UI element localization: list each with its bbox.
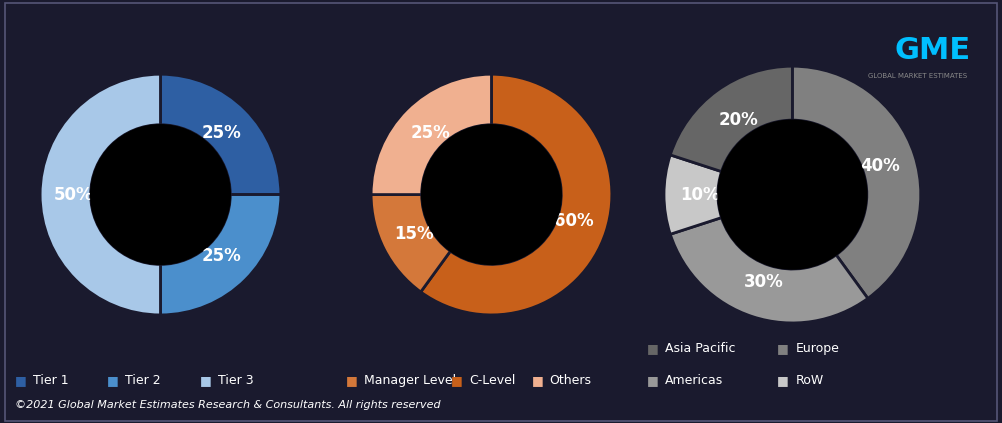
- Wedge shape: [371, 74, 491, 195]
- Text: 60%: 60%: [553, 212, 593, 231]
- Wedge shape: [420, 74, 611, 315]
- Text: ■: ■: [346, 374, 358, 387]
- Circle shape: [717, 120, 866, 269]
- Wedge shape: [669, 66, 792, 172]
- Text: Europe: Europe: [795, 343, 839, 355]
- Text: 20%: 20%: [717, 111, 758, 129]
- Text: Asia Pacific: Asia Pacific: [664, 343, 734, 355]
- Text: Tier 1: Tier 1: [33, 374, 69, 387]
- Text: GME: GME: [894, 36, 970, 65]
- Text: 25%: 25%: [201, 124, 241, 142]
- Text: ■: ■: [199, 374, 211, 387]
- Text: ■: ■: [15, 374, 27, 387]
- Text: ■: ■: [777, 343, 789, 355]
- Text: C-Level: C-Level: [469, 374, 515, 387]
- Text: Tier 2: Tier 2: [125, 374, 161, 387]
- Text: ■: ■: [777, 374, 789, 387]
- Wedge shape: [663, 155, 720, 234]
- Text: 10%: 10%: [679, 186, 719, 203]
- Text: ■: ■: [451, 374, 463, 387]
- Text: RoW: RoW: [795, 374, 823, 387]
- Text: 25%: 25%: [410, 124, 450, 142]
- Text: GLOBAL MARKET ESTIMATES: GLOBAL MARKET ESTIMATES: [868, 73, 966, 79]
- Text: Others: Others: [549, 374, 591, 387]
- Text: Tier 3: Tier 3: [217, 374, 254, 387]
- Text: ■: ■: [531, 374, 543, 387]
- Text: Americas: Americas: [664, 374, 722, 387]
- Text: 25%: 25%: [201, 247, 241, 265]
- Text: ©2021 Global Market Estimates Research & Consultants. All rights reserved: ©2021 Global Market Estimates Research &…: [15, 400, 440, 410]
- Text: 40%: 40%: [860, 157, 899, 175]
- Wedge shape: [371, 195, 450, 292]
- Text: 50%: 50%: [54, 186, 93, 203]
- Text: Manager Level: Manager Level: [364, 374, 456, 387]
- Text: 15%: 15%: [394, 225, 434, 243]
- Wedge shape: [669, 217, 867, 323]
- Wedge shape: [160, 195, 281, 315]
- Text: ■: ■: [646, 343, 658, 355]
- Wedge shape: [792, 66, 920, 299]
- Text: ■: ■: [646, 374, 658, 387]
- Text: ■: ■: [107, 374, 119, 387]
- Circle shape: [421, 125, 561, 264]
- Wedge shape: [40, 74, 160, 315]
- Circle shape: [90, 125, 230, 264]
- Text: 30%: 30%: [743, 274, 783, 291]
- Wedge shape: [160, 74, 281, 195]
